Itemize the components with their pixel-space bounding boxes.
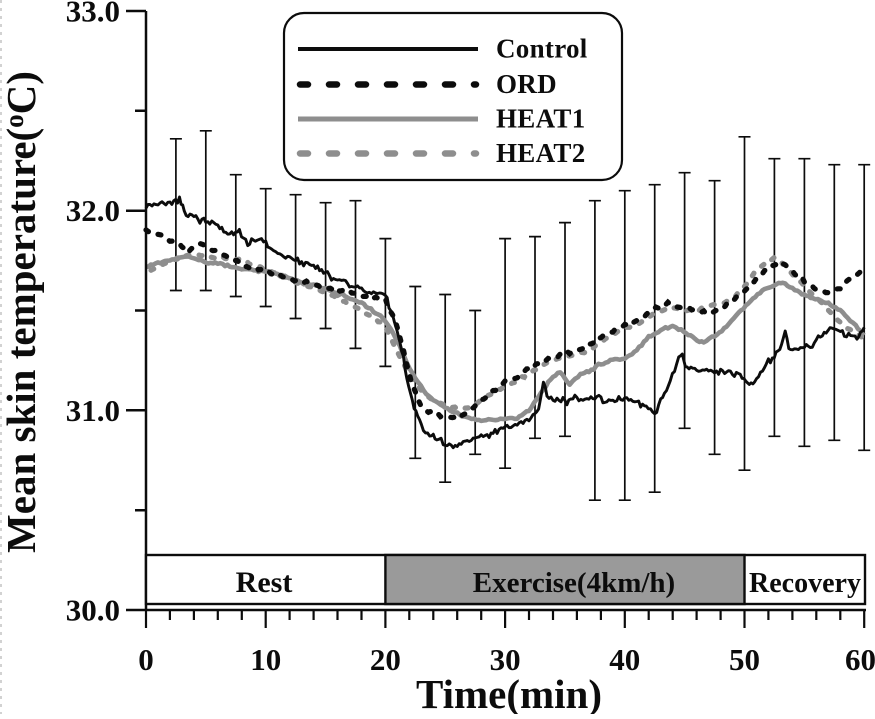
svg-text:31.0: 31.0 [66, 393, 120, 428]
svg-text:33.0: 33.0 [66, 0, 120, 29]
svg-text:HEAT2: HEAT2 [496, 138, 586, 168]
svg-text:Rest: Rest [236, 566, 293, 599]
svg-text:Mean skin temperature(oC): Mean skin temperature(oC) [0, 71, 44, 553]
svg-text:30: 30 [490, 642, 521, 677]
svg-text:50: 50 [729, 642, 760, 677]
svg-text:10: 10 [250, 642, 281, 677]
svg-text:30.0: 30.0 [66, 593, 120, 628]
svg-text:Recovery: Recovery [749, 568, 861, 599]
svg-text:HEAT1: HEAT1 [496, 104, 586, 134]
svg-text:Control: Control [496, 34, 588, 64]
svg-text:20: 20 [370, 642, 401, 677]
svg-text:Exercise(4km/h): Exercise(4km/h) [473, 567, 675, 599]
svg-text:32.0: 32.0 [66, 193, 120, 228]
svg-text:60: 60 [845, 642, 875, 677]
svg-text:ORD: ORD [496, 69, 557, 99]
svg-text:40: 40 [609, 642, 640, 677]
svg-text:Time(min): Time(min) [416, 671, 602, 714]
svg-text:0: 0 [138, 642, 154, 677]
